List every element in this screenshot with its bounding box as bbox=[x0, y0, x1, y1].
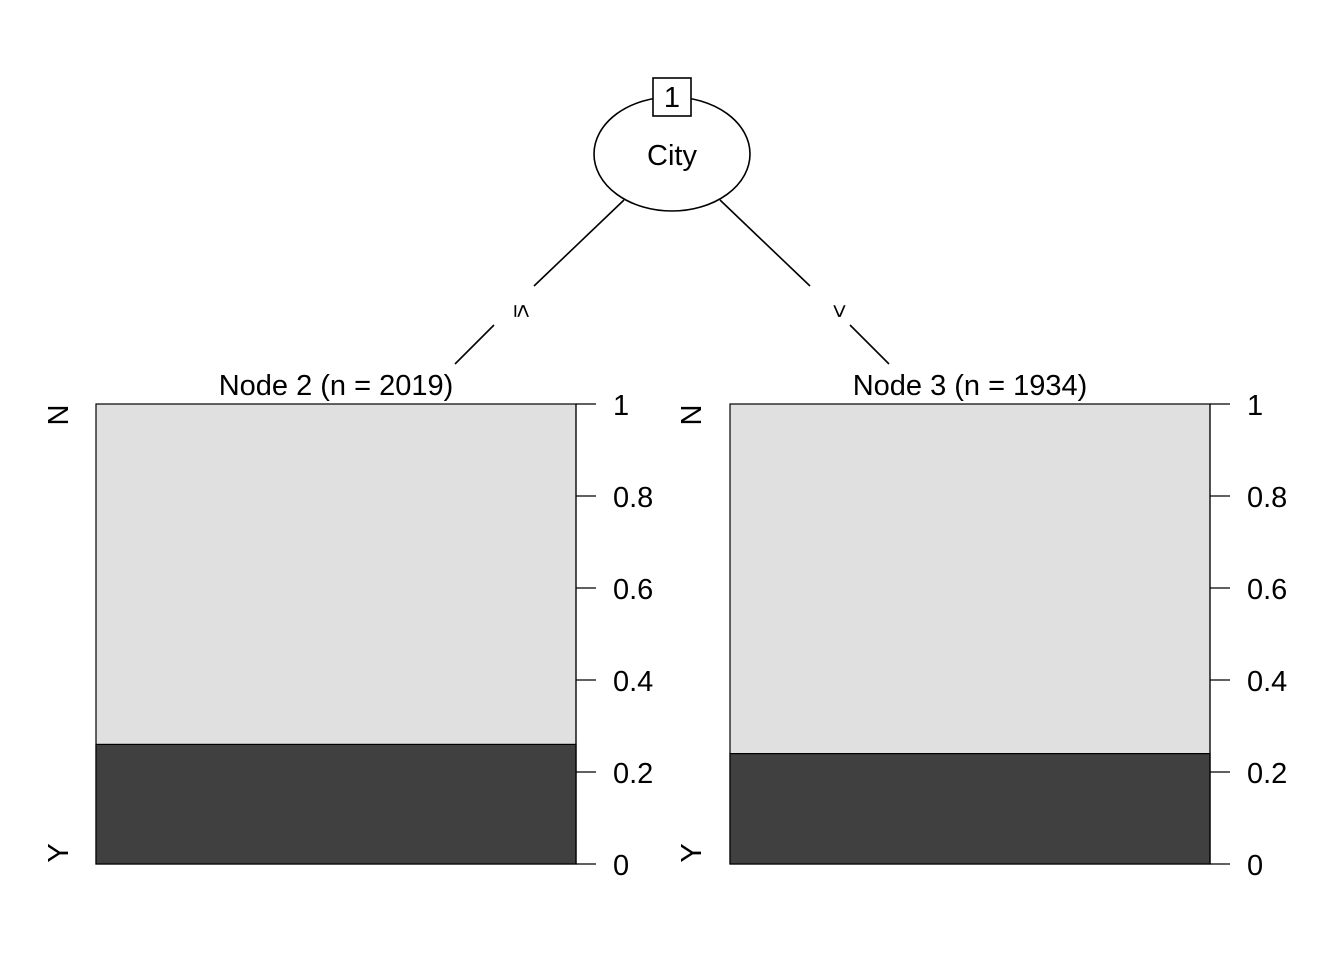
root-node-id: 1 bbox=[664, 82, 680, 114]
edge-right-upper bbox=[719, 199, 811, 287]
node-3-tick-label: 0.2 bbox=[1247, 758, 1287, 790]
node-3-axis: 0 0.2 0.4 0.6 0.8 1 bbox=[1209, 390, 1287, 882]
edge-left-lower bbox=[454, 324, 495, 365]
node-3-bar-Y bbox=[729, 752, 1211, 865]
node-2-tick-label: 0.2 bbox=[613, 758, 653, 790]
node-3-cat-N: N bbox=[676, 405, 708, 426]
edge-left-upper bbox=[533, 199, 625, 287]
node-3-cat-Y: Y bbox=[676, 843, 708, 862]
node-3-title: Node 3 (n = 1934) bbox=[853, 370, 1088, 402]
node-3-tick-label: 0.8 bbox=[1247, 482, 1287, 514]
node-3-tick-label: 0.4 bbox=[1247, 666, 1287, 698]
node-2-tick-label: 0.8 bbox=[613, 482, 653, 514]
terminal-node-2: Node 2 (n = 2019) N Y 0 0.2 0.4 0.6 0.8 … bbox=[43, 370, 653, 882]
edge-label-right: > bbox=[826, 304, 853, 318]
root-node-id-box bbox=[652, 77, 692, 117]
node-2-tick-label: 0 bbox=[613, 850, 629, 882]
edge-right-lower bbox=[849, 324, 890, 365]
node-2-cat-N: N bbox=[43, 405, 75, 426]
node-2-tick-label: 0.6 bbox=[613, 574, 653, 606]
node-2-tick-label: 1 bbox=[613, 390, 629, 422]
edge-label-left: ≤ bbox=[509, 304, 536, 317]
node-2-axis: 0 0.2 0.4 0.6 0.8 1 bbox=[575, 390, 653, 882]
node-2-tick-label: 0.4 bbox=[613, 666, 653, 698]
node-2-title: Node 2 (n = 2019) bbox=[219, 370, 454, 402]
terminal-node-3: Node 3 (n = 1934) N Y 0 0.2 0.4 0.6 0.8 … bbox=[676, 370, 1287, 882]
node-2-cat-Y: Y bbox=[43, 843, 75, 862]
node-3-tick-label: 0 bbox=[1247, 850, 1263, 882]
root-node-variable: City bbox=[647, 140, 697, 172]
node-3-tick-label: 0.6 bbox=[1247, 574, 1287, 606]
node-2-bar-Y bbox=[95, 743, 577, 865]
node-3-tick-label: 1 bbox=[1247, 390, 1263, 422]
